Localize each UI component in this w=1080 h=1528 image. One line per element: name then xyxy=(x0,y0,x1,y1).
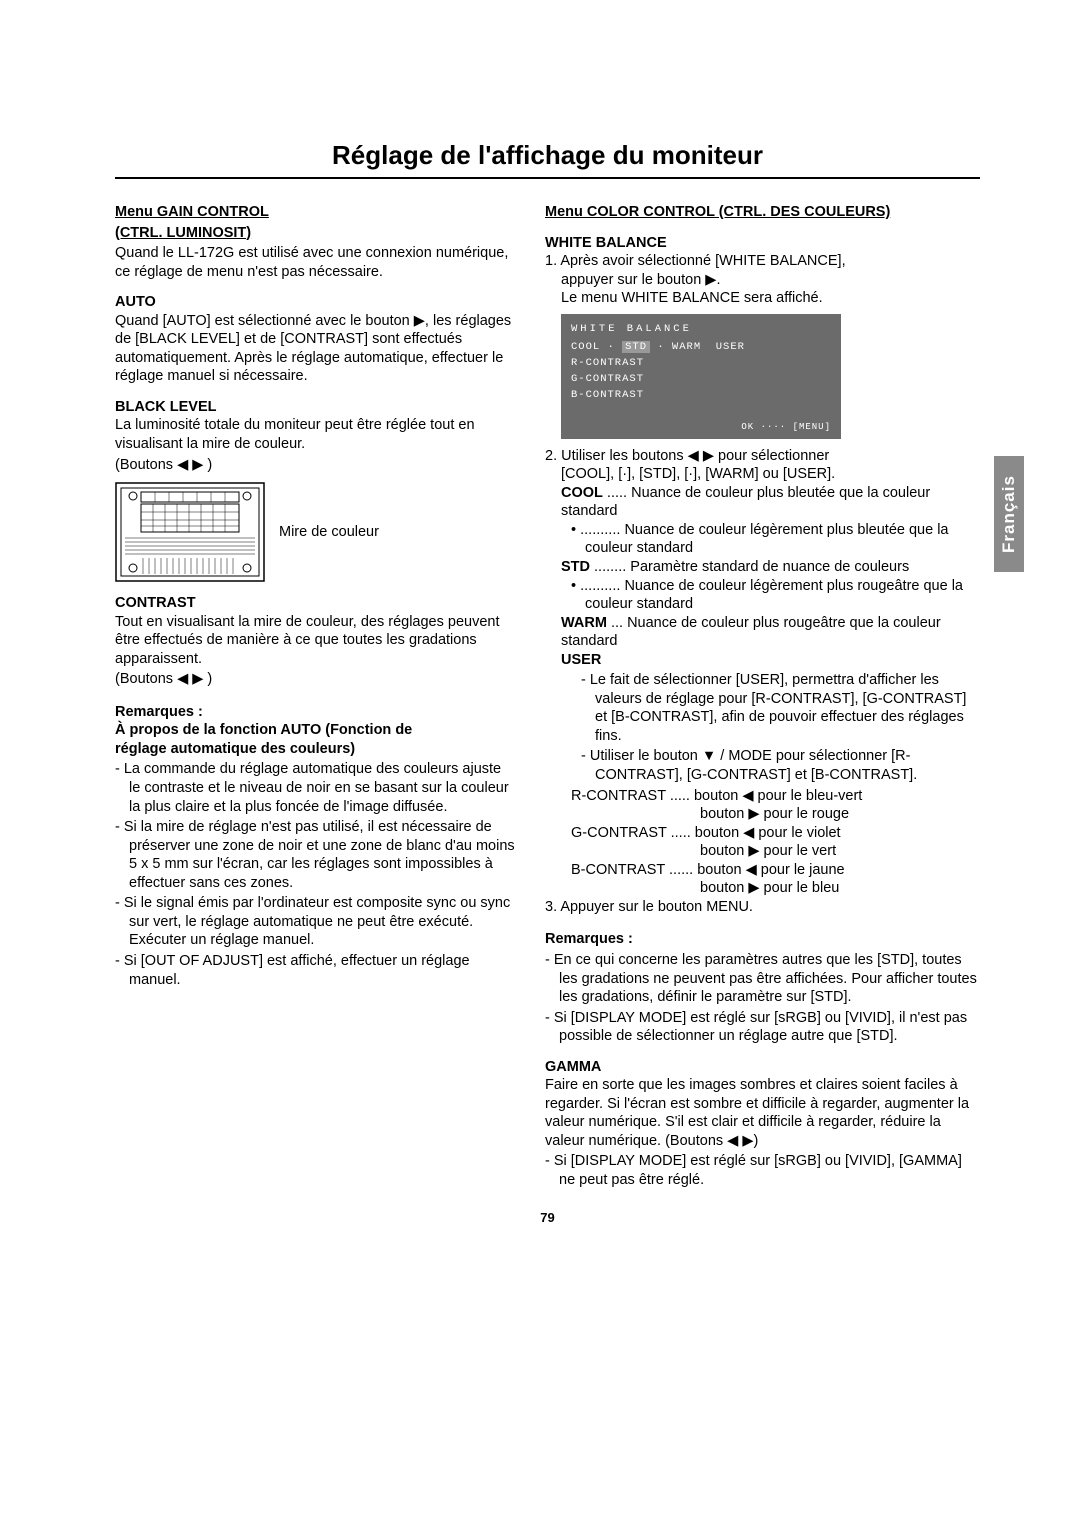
wb-step1-c: Le menu WHITE BALANCE sera affiché. xyxy=(545,289,980,308)
page-number: 79 xyxy=(115,1210,980,1225)
contrast-heading: CONTRAST xyxy=(115,594,515,613)
contrast-paragraph: Tout en visualisant la mire de couleur, … xyxy=(115,613,515,669)
gamma-remark-item: Si [DISPLAY MODE] est réglé sur [sRGB] o… xyxy=(545,1152,980,1189)
g-contrast-line-2: bouton ▶ pour le vert xyxy=(545,842,980,861)
user-item: Utiliser le bouton ▼ / MODE pour sélecti… xyxy=(581,747,980,784)
black-level-buttons: (Boutons ◀ ▶ ) xyxy=(115,456,515,475)
b-contrast-line-2: bouton ▶ pour le bleu xyxy=(545,879,980,898)
osd-g-contrast: G-CONTRAST xyxy=(571,372,831,386)
osd-r-contrast: R-CONTRAST xyxy=(571,356,831,370)
color-pattern-figure: Mire de couleur xyxy=(115,482,515,582)
wb-step1-a: 1. Après avoir sélectionné [WHITE BALANC… xyxy=(545,252,980,271)
osd-options-row: COOL · STD · WARM USER xyxy=(571,340,831,354)
gamma-remarks-list: Si [DISPLAY MODE] est réglé sur [sRGB] o… xyxy=(545,1152,980,1189)
gamma-paragraph: Faire en sorte que les images sombres et… xyxy=(545,1076,980,1150)
dot-def-1: .......... Nuance de couleur légèrement … xyxy=(545,521,980,558)
g-contrast-line-1: G-CONTRAST ..... bouton ◀ pour le violet xyxy=(545,824,980,843)
std-def: STD ........ Paramètre standard de nuanc… xyxy=(545,558,980,577)
gain-control-heading-2: (CTRL. LUMINOSIT) xyxy=(115,224,515,243)
document-page: Réglage de l'affichage du moniteur Menu … xyxy=(0,0,1080,1265)
user-item: Le fait de sélectionner [USER], permettr… xyxy=(581,671,980,745)
remark-item: La commande du réglage automatique des c… xyxy=(115,760,515,816)
gain-control-heading-1: Menu GAIN CONTROL xyxy=(115,203,515,222)
remark-item: Si la mire de réglage n'est pas utilisé,… xyxy=(115,818,515,892)
wb-step3: 3. Appuyer sur le bouton MENU. xyxy=(545,898,980,917)
user-list: Le fait de sélectionner [USER], permettr… xyxy=(545,671,980,784)
right-remark-item: En ce qui concerne les paramètres autres… xyxy=(545,951,980,1007)
b-contrast-line-1: B-CONTRAST ...... bouton ◀ pour le jaune xyxy=(545,861,980,880)
osd-footer: OK ···· [MENU] xyxy=(571,421,831,433)
auto-paragraph: Quand [AUTO] est sélectionné avec le bou… xyxy=(115,312,515,386)
r-contrast-line-1: R-CONTRAST ..... bouton ◀ pour le bleu-v… xyxy=(545,787,980,806)
left-column: Menu GAIN CONTROL (CTRL. LUMINOSIT) Quan… xyxy=(115,203,515,1192)
wb-step2-b: [COOL], [·], [STD], [·], [WARM] ou [USER… xyxy=(545,465,980,484)
black-level-heading: BLACK LEVEL xyxy=(115,398,515,417)
user-heading: USER xyxy=(545,651,980,670)
wb-step1-b: appuyer sur le bouton ▶. xyxy=(545,271,980,290)
contrast-buttons: (Boutons ◀ ▶ ) xyxy=(115,670,515,689)
osd-title: WHITE BALANCE xyxy=(571,322,831,336)
osd-b-contrast: B-CONTRAST xyxy=(571,388,831,402)
language-tab: Français xyxy=(994,456,1024,572)
gain-intro: Quand le LL-172G est utilisé avec une co… xyxy=(115,244,515,281)
dot-def-2: .......... Nuance de couleur légèrement … xyxy=(545,577,980,614)
remarks-heading: Remarques : xyxy=(115,703,515,722)
color-control-heading: Menu COLOR CONTROL (CTRL. DES COULEURS) xyxy=(545,203,980,222)
cool-def: COOL ..... Nuance de couleur plus bleuté… xyxy=(545,484,980,521)
color-pattern-label: Mire de couleur xyxy=(279,523,379,542)
color-pattern-icon xyxy=(115,482,265,582)
auto-heading: AUTO xyxy=(115,293,515,312)
right-remark-item: Si [DISPLAY MODE] est réglé sur [sRGB] o… xyxy=(545,1009,980,1046)
black-level-paragraph: La luminosité totale du moniteur peut êt… xyxy=(115,416,515,453)
remark-item: Si [OUT OF ADJUST] est affiché, effectue… xyxy=(115,952,515,989)
page-title: Réglage de l'affichage du moniteur xyxy=(115,140,980,171)
remarks-sub-1: À propos de la fonction AUTO (Fonction d… xyxy=(115,721,515,740)
right-remarks-heading: Remarques : xyxy=(545,930,980,949)
gamma-heading: GAMMA xyxy=(545,1058,980,1077)
remark-item: Si le signal émis par l'ordinateur est c… xyxy=(115,894,515,950)
r-contrast-line-2: bouton ▶ pour le rouge xyxy=(545,805,980,824)
remarks-sub-2: réglage automatique des couleurs) xyxy=(115,740,515,759)
white-balance-heading: WHITE BALANCE xyxy=(545,234,980,253)
right-column: Menu COLOR CONTROL (CTRL. DES COULEURS) … xyxy=(545,203,980,1192)
warm-def: WARM ... Nuance de couleur plus rougeâtr… xyxy=(545,614,980,651)
remarks-list: La commande du réglage automatique des c… xyxy=(115,760,515,989)
osd-screenshot: WHITE BALANCE COOL · STD · WARM USER R-C… xyxy=(561,314,841,439)
two-column-layout: Menu GAIN CONTROL (CTRL. LUMINOSIT) Quan… xyxy=(115,203,980,1192)
right-remarks-list: En ce qui concerne les paramètres autres… xyxy=(545,951,980,1046)
wb-step2-a: 2. Utiliser les boutons ◀ ▶ pour sélecti… xyxy=(545,447,980,466)
title-rule xyxy=(115,177,980,179)
